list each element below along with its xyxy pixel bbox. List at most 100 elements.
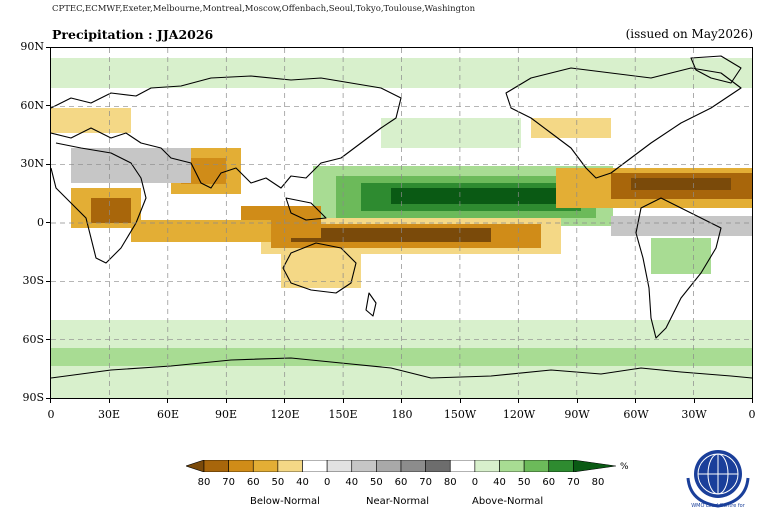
coast-new-zealand [365,292,377,317]
lat-label-30n: 30N [20,157,44,170]
legend-swatch-11 [449,460,476,472]
tick-lat-60n [46,105,50,106]
tick-lon-0 [50,399,51,403]
legend-swatch-10 [425,460,451,472]
field-sa-gray [611,216,752,236]
field-sp-dry-3 [291,228,491,242]
legend-unit: % [620,462,629,472]
legend-arrow-right [573,460,616,472]
lon-label-60w: 60W [623,408,649,421]
legend-swatch-9 [400,460,426,472]
lon-label-90e: 90E [214,408,238,421]
field-atlantic-dry-3 [631,178,731,190]
coastlines [51,55,752,379]
lat-label-0: 0 [37,216,44,229]
tick-lon-150w [460,399,461,403]
title-row: Precipitation : JJA2026 (issued on May20… [50,27,753,43]
tick-lat-0 [46,222,50,223]
coast-africa [51,142,147,264]
legend-swatch-4 [277,460,303,472]
field-australia-dry [281,248,361,288]
tick-lon-60e [167,399,168,403]
logo-caption: WMO Lead Centre for [691,503,745,509]
legend-number: 50 [517,477,531,488]
tick-lon-30w [694,399,695,403]
tick-lat-30s [46,281,50,282]
wmo-logo [686,450,750,508]
legend-number: 80 [197,477,211,488]
tick-lon-90e [226,399,227,403]
field-npac-green [381,118,521,148]
legend-number: 80 [443,477,457,488]
lat-label-60s: 60S [22,333,44,346]
lon-label-0-end: 0 [748,408,756,421]
map-canvas [51,48,752,398]
source-centers: CPTEC,ECMWF,Exeter,Melbourne,Montreal,Mo… [52,4,476,14]
coast-eurasia [51,75,402,189]
tick-lon-90w [577,399,578,403]
lon-label-30e: 30E [97,408,121,421]
legend-swatch-6 [326,460,353,472]
tick-lat-90n [46,47,50,48]
coast-australia [282,242,357,294]
legend-number: 60 [394,477,408,488]
tick-lat-60s [46,339,50,340]
legend-colorbar [186,460,616,472]
tick-lon-120w [518,399,519,403]
field-sa-green [651,238,711,274]
coast-maritime-continent [285,197,327,221]
lat-label-90n: 90N [20,40,44,53]
tick-lat-30n [46,164,50,165]
lon-label-120e: 120E [270,408,300,421]
legend-swatch-7 [351,460,377,472]
probability-legend: % 80 70 60 50 40 0 40 50 60 70 80 0 40 50 60 70 80 Below… [186,460,629,510]
legend-number: 40 [345,477,359,488]
wmo-laurel-icon [686,477,750,508]
coast-antarctica [51,357,752,379]
legend-swatch-1 [203,460,229,472]
map-title: Precipitation : JJA2026 [52,27,214,42]
tick-lon-120e [284,399,285,403]
field-pacific-green-4 [391,188,561,204]
legend-arrow-left [186,460,205,472]
lon-label-120w: 120W [502,408,536,421]
field-near-normal-gray [71,148,191,183]
legend-number: 0 [323,477,331,488]
legend-category-above: Above-Normal [472,496,544,507]
precipitation-map [50,47,753,399]
legend-number: 70 [419,477,432,488]
field-arctic-green [51,58,752,88]
legend-number: 70 [567,477,580,488]
legend-number: 40 [493,477,506,488]
tick-lon-60w [635,399,636,403]
legend-swatch-14 [523,460,550,472]
field-africa-dry-2 [91,198,131,223]
legend-number: 70 [222,477,235,488]
lat-label-30s: 30S [22,274,44,287]
legend-swatch-3 [252,460,279,472]
coast-north-america [505,67,742,179]
tick-lon-30e [109,399,110,403]
field-na-dry [531,118,611,138]
coast-south-america [635,197,722,339]
lon-label-90w: 90W [564,408,590,421]
coast-greenland [690,55,742,84]
tick-lat-90s [46,398,50,399]
legend-number: 0 [471,477,479,488]
legend-swatch-2 [228,460,254,472]
legend-category-below: Below-Normal [250,496,320,507]
tick-lon-150e [343,399,344,403]
field-io-dry [131,220,271,242]
legend-number: 60 [246,477,260,488]
legend-number: 50 [370,477,383,488]
legend-swatch-12 [474,460,500,472]
tick-lon-180 [401,399,402,403]
lon-label-150e: 150E [328,408,358,421]
legend-number: 60 [542,477,556,488]
legend-swatch-13 [499,460,525,472]
field-europe-dry [51,108,131,133]
lat-label-60n: 60N [20,99,44,112]
legend-number: 40 [296,477,309,488]
legend-category-near: Near-Normal [366,496,430,507]
tick-lon-0-end [752,399,753,403]
